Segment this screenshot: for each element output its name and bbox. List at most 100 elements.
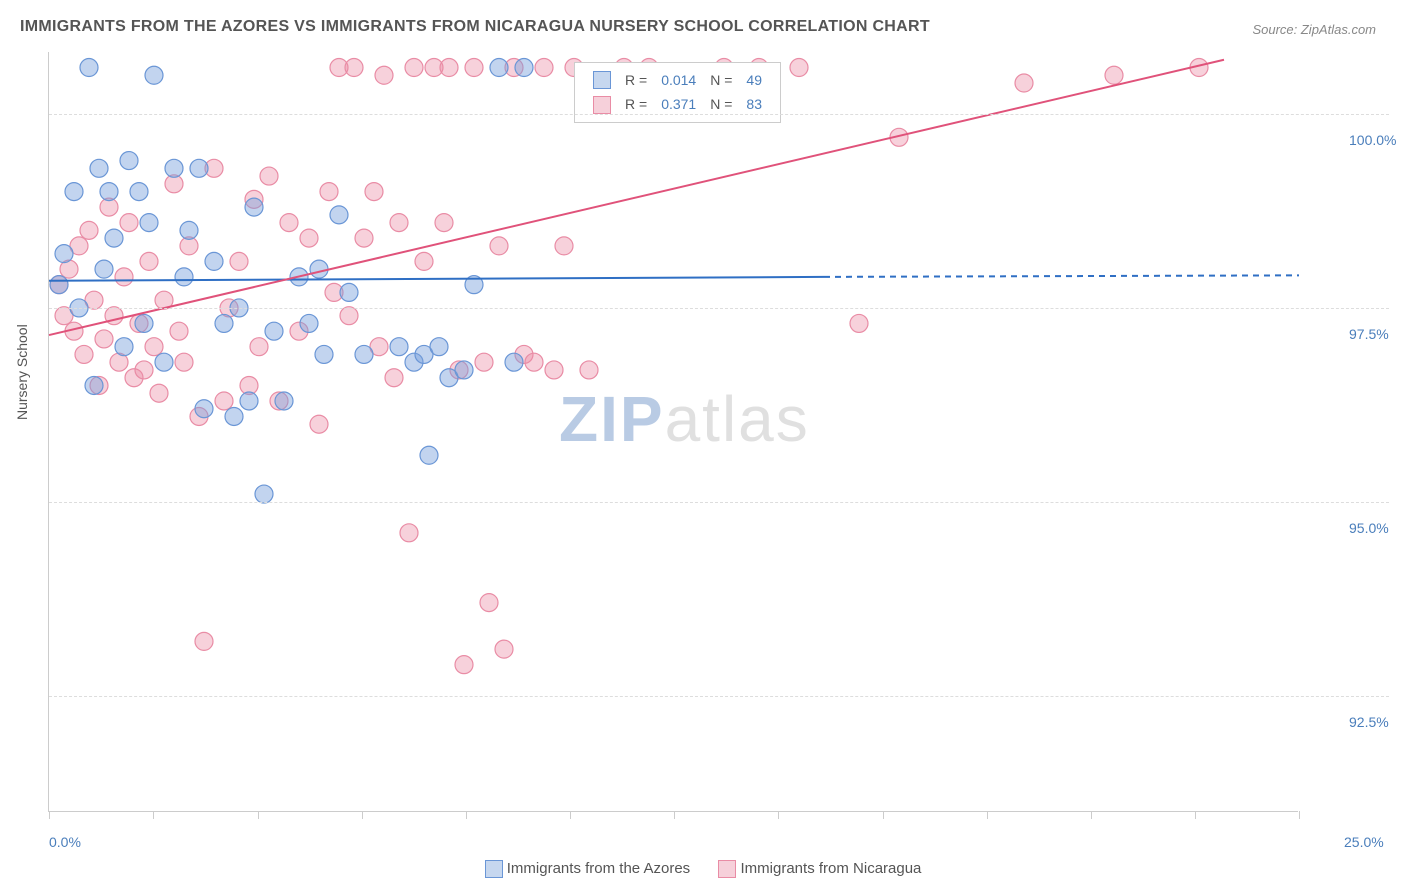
- data-point: [340, 283, 358, 301]
- legend-item-nicaragua: Immigrants from Nicaragua: [718, 860, 921, 877]
- data-point: [405, 59, 423, 77]
- series-legend: Immigrants from the Azores Immigrants fr…: [0, 860, 1406, 878]
- data-point: [365, 183, 383, 201]
- y-axis-label: Nursery School: [14, 324, 30, 420]
- correlation-table: R = 0.014 N = 49 R = 0.371 N = 83: [585, 67, 770, 118]
- swatch-azores-bottom: [485, 860, 503, 878]
- legend-row-azores: R = 0.014 N = 49: [587, 69, 768, 91]
- data-point: [145, 338, 163, 356]
- data-point: [150, 384, 168, 402]
- data-point: [440, 59, 458, 77]
- data-point: [265, 322, 283, 340]
- data-point: [135, 361, 153, 379]
- data-point: [300, 314, 318, 332]
- plot-area: ZIPatlas R = 0.014 N = 49 R = 0.371 N = …: [48, 52, 1298, 812]
- data-point: [130, 183, 148, 201]
- data-point: [525, 353, 543, 371]
- data-point: [115, 268, 133, 286]
- x-tick: [466, 811, 467, 819]
- data-point: [400, 524, 418, 542]
- data-point: [1105, 66, 1123, 84]
- swatch-azores: [593, 71, 611, 89]
- x-tick: [1195, 811, 1196, 819]
- data-point: [790, 59, 808, 77]
- data-point: [120, 152, 138, 170]
- data-point: [385, 369, 403, 387]
- data-point: [330, 206, 348, 224]
- data-point: [55, 245, 73, 263]
- data-point: [95, 260, 113, 278]
- source-attribution: Source: ZipAtlas.com: [1252, 22, 1376, 37]
- data-point: [275, 392, 293, 410]
- data-point: [190, 159, 208, 177]
- data-point: [215, 314, 233, 332]
- data-point: [195, 400, 213, 418]
- x-tick: [570, 811, 571, 819]
- data-point: [480, 594, 498, 612]
- r-value-nicaragua: 0.371: [655, 93, 702, 115]
- data-point: [390, 214, 408, 232]
- gridline: [49, 696, 1389, 697]
- data-point: [490, 59, 508, 77]
- chart-svg: [49, 52, 1298, 811]
- trend-line-extrapolated: [824, 275, 1299, 277]
- n-label: N =: [704, 69, 738, 91]
- data-point: [145, 66, 163, 84]
- data-point: [535, 59, 553, 77]
- data-point: [195, 632, 213, 650]
- data-point: [415, 252, 433, 270]
- data-point: [225, 407, 243, 425]
- data-point: [95, 330, 113, 348]
- x-tick: [987, 811, 988, 819]
- data-point: [455, 361, 473, 379]
- y-tick-label: 97.5%: [1349, 326, 1389, 342]
- legend-item-azores: Immigrants from the Azores: [485, 860, 695, 877]
- trend-line: [49, 277, 824, 281]
- y-tick-label: 100.0%: [1349, 132, 1396, 148]
- data-point: [75, 345, 93, 363]
- data-point: [375, 66, 393, 84]
- gridline: [49, 502, 1389, 503]
- n-value-azores: 49: [740, 69, 768, 91]
- data-point: [140, 252, 158, 270]
- data-point: [240, 392, 258, 410]
- data-point: [430, 338, 448, 356]
- data-point: [165, 159, 183, 177]
- data-point: [50, 276, 68, 294]
- x-tick: [258, 811, 259, 819]
- data-point: [155, 353, 173, 371]
- data-point: [490, 237, 508, 255]
- data-point: [515, 59, 533, 77]
- x-tick-label: 0.0%: [49, 834, 81, 850]
- data-point: [65, 183, 83, 201]
- x-tick: [49, 811, 50, 819]
- data-point: [135, 314, 153, 332]
- data-point: [495, 640, 513, 658]
- data-point: [250, 338, 268, 356]
- x-tick: [153, 811, 154, 819]
- data-point: [545, 361, 563, 379]
- data-point: [310, 415, 328, 433]
- r-label: R =: [619, 69, 653, 91]
- y-tick-label: 92.5%: [1349, 714, 1389, 730]
- data-point: [345, 59, 363, 77]
- data-point: [475, 353, 493, 371]
- data-point: [505, 353, 523, 371]
- data-point: [355, 229, 373, 247]
- data-point: [555, 237, 573, 255]
- data-point: [255, 485, 273, 503]
- data-point: [315, 345, 333, 363]
- data-point: [120, 214, 138, 232]
- data-point: [140, 214, 158, 232]
- data-point: [465, 59, 483, 77]
- data-point: [90, 159, 108, 177]
- data-point: [320, 183, 338, 201]
- r-label: R =: [619, 93, 653, 115]
- x-tick: [362, 811, 363, 819]
- legend-row-nicaragua: R = 0.371 N = 83: [587, 93, 768, 115]
- data-point: [175, 268, 193, 286]
- data-point: [85, 376, 103, 394]
- data-point: [300, 229, 318, 247]
- swatch-nicaragua: [593, 96, 611, 114]
- x-tick: [883, 811, 884, 819]
